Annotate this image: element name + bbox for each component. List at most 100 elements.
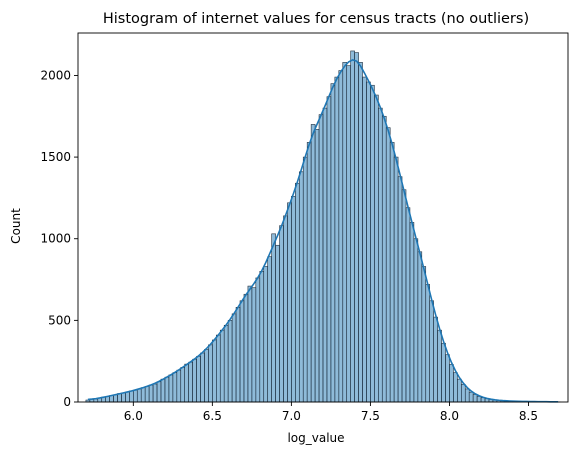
x-tick-label: 8.5 — [519, 409, 538, 423]
histogram-bar — [446, 355, 450, 402]
histogram-bar — [461, 384, 465, 402]
histogram-bar — [114, 395, 118, 402]
histogram-bar — [434, 317, 438, 402]
histogram-bar — [414, 239, 418, 402]
histogram-bar — [295, 183, 299, 402]
histogram-bar — [283, 216, 287, 402]
histogram-bar — [366, 82, 370, 402]
histogram-bar — [378, 108, 382, 402]
histogram-bar — [169, 375, 173, 402]
y-tick-label: 500 — [48, 313, 71, 327]
histogram-bar — [299, 172, 303, 402]
histogram-bar — [232, 314, 236, 402]
histogram-bar — [125, 392, 129, 402]
histogram-bar — [212, 340, 216, 402]
histogram-bar — [394, 157, 398, 402]
histogram-bar — [339, 71, 343, 402]
bars-layer — [86, 51, 560, 402]
histogram-bar — [347, 66, 351, 402]
x-tick-label: 7.0 — [282, 409, 301, 423]
histogram-bar — [268, 257, 272, 402]
histogram-bar — [193, 359, 197, 402]
histogram-bar — [477, 396, 481, 402]
histogram-bar — [331, 84, 335, 402]
histogram-bar — [453, 373, 457, 402]
x-tick-label: 7.5 — [361, 409, 380, 423]
histogram-bar — [236, 307, 240, 402]
histogram-bar — [272, 234, 276, 402]
histogram-bar — [252, 288, 256, 402]
histogram-bar — [351, 51, 355, 402]
histogram-bar — [374, 95, 378, 402]
histogram-bar — [410, 222, 414, 402]
histogram-bar — [264, 266, 268, 402]
y-tick-label: 2000 — [40, 68, 71, 82]
histogram-bar — [402, 190, 406, 402]
y-tick-label: 1000 — [40, 232, 71, 246]
histogram-bar — [382, 116, 386, 402]
histogram-bar — [311, 124, 315, 402]
histogram-bar — [185, 364, 189, 402]
histogram-bar — [121, 393, 125, 402]
histogram-bar — [319, 115, 323, 402]
histogram-bar — [363, 77, 367, 402]
histogram-bar — [457, 379, 461, 402]
histogram-bar — [323, 108, 327, 402]
histogram-bar — [216, 335, 220, 402]
histogram-bar — [220, 330, 224, 402]
histogram-bar — [224, 325, 228, 402]
histogram-bar — [149, 385, 153, 402]
histogram-bar — [256, 278, 260, 402]
histogram-bar — [386, 128, 390, 402]
histogram-bar — [315, 129, 319, 402]
histogram-bar — [449, 364, 453, 402]
histogram-bar — [307, 142, 311, 402]
histogram-bar — [240, 301, 244, 402]
histogram-bar — [473, 394, 477, 402]
histogram-bar — [465, 389, 469, 402]
histogram-bar — [303, 157, 307, 402]
histogram-bar — [248, 286, 252, 402]
histogram-bar — [390, 142, 394, 402]
histogram-bar — [418, 252, 422, 402]
histogram-bar — [173, 373, 177, 402]
histogram-bar — [145, 386, 149, 402]
y-axis-label: Count — [9, 208, 23, 244]
chart-title: Histogram of internet values for census … — [103, 11, 529, 27]
histogram-bar — [208, 345, 212, 402]
histogram-bar — [469, 392, 473, 402]
histogram-bar — [129, 391, 133, 402]
histogram-bar — [137, 389, 141, 402]
histogram-bar — [291, 196, 295, 402]
histogram-bar — [359, 62, 363, 402]
histogram-bar — [355, 53, 359, 402]
histogram-bar — [335, 77, 339, 402]
histogram-bar — [280, 226, 284, 402]
histogram-bar — [430, 301, 434, 402]
histogram-bar — [161, 379, 165, 402]
histogram-bar — [327, 97, 331, 402]
histogram-bar — [276, 245, 280, 402]
histogram-bar — [426, 284, 430, 402]
histogram-bar — [141, 388, 145, 402]
histogram-bar — [204, 349, 208, 402]
histogram-bar — [228, 320, 232, 402]
histogram-bar — [438, 330, 442, 402]
histogram-bar — [442, 343, 446, 402]
y-tick-label: 1500 — [40, 150, 71, 164]
y-tick-label: 0 — [63, 395, 71, 409]
x-tick-label: 6.0 — [124, 409, 143, 423]
histogram-bar — [287, 203, 291, 402]
histogram-bar — [157, 382, 161, 402]
x-tick-label: 8.0 — [440, 409, 459, 423]
histogram-bar — [153, 384, 157, 402]
histogram-bar — [244, 294, 248, 402]
histogram-bar — [343, 62, 347, 402]
histogram-bar — [370, 85, 374, 402]
histogram-bar — [133, 390, 137, 402]
histogram-bar — [181, 367, 185, 402]
histogram-bar — [165, 377, 169, 402]
histogram-bar — [406, 208, 410, 402]
